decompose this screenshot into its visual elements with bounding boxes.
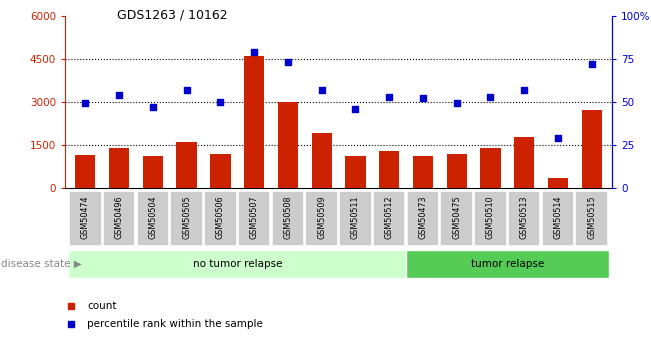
FancyBboxPatch shape: [575, 191, 608, 246]
Bar: [581, 110, 602, 188]
FancyBboxPatch shape: [68, 250, 406, 278]
FancyBboxPatch shape: [406, 250, 609, 278]
FancyBboxPatch shape: [204, 191, 236, 246]
FancyBboxPatch shape: [542, 191, 574, 246]
Text: GSM50509: GSM50509: [317, 195, 326, 239]
Bar: [244, 56, 264, 188]
Point: [249, 49, 259, 55]
Bar: [514, 137, 534, 188]
Bar: [480, 148, 501, 188]
Text: GSM50496: GSM50496: [115, 195, 124, 239]
Text: GSM50473: GSM50473: [419, 195, 428, 239]
Text: no tumor relapse: no tumor relapse: [193, 259, 282, 269]
Point: [114, 92, 124, 98]
Bar: [345, 156, 365, 188]
Text: GDS1263 / 10162: GDS1263 / 10162: [117, 9, 228, 22]
Point: [182, 87, 192, 92]
Point: [148, 104, 158, 110]
Text: GSM50504: GSM50504: [148, 195, 158, 239]
Point: [418, 96, 428, 101]
Text: GSM50506: GSM50506: [216, 195, 225, 239]
Text: GSM50508: GSM50508: [283, 195, 292, 239]
Text: GSM50514: GSM50514: [553, 195, 562, 239]
Point: [283, 59, 293, 65]
Point: [587, 61, 597, 67]
Point: [215, 99, 226, 105]
FancyBboxPatch shape: [441, 191, 473, 246]
Bar: [109, 148, 130, 188]
Text: GSM50512: GSM50512: [385, 195, 394, 239]
Text: percentile rank within the sample: percentile rank within the sample: [87, 319, 263, 329]
Text: count: count: [87, 301, 117, 310]
Point: [384, 94, 395, 99]
Bar: [143, 156, 163, 188]
Text: GSM50505: GSM50505: [182, 195, 191, 239]
FancyBboxPatch shape: [339, 191, 372, 246]
Text: GSM50474: GSM50474: [81, 195, 90, 239]
FancyBboxPatch shape: [508, 191, 540, 246]
FancyBboxPatch shape: [137, 191, 169, 246]
Bar: [210, 154, 230, 188]
Bar: [312, 134, 332, 188]
FancyBboxPatch shape: [238, 191, 270, 246]
Text: GSM50475: GSM50475: [452, 195, 461, 239]
Point: [485, 94, 495, 99]
FancyBboxPatch shape: [474, 191, 506, 246]
Text: disease state ▶: disease state ▶: [1, 259, 82, 269]
Text: GSM50515: GSM50515: [587, 195, 596, 239]
FancyBboxPatch shape: [407, 191, 439, 246]
Bar: [379, 151, 399, 188]
Bar: [547, 178, 568, 188]
Point: [80, 101, 90, 106]
Text: GSM50507: GSM50507: [249, 195, 258, 239]
Text: GSM50511: GSM50511: [351, 195, 360, 239]
FancyBboxPatch shape: [305, 191, 338, 246]
Bar: [413, 156, 433, 188]
FancyBboxPatch shape: [69, 191, 102, 246]
FancyBboxPatch shape: [171, 191, 203, 246]
FancyBboxPatch shape: [271, 191, 304, 246]
Text: tumor relapse: tumor relapse: [471, 259, 544, 269]
Bar: [447, 154, 467, 188]
Point: [451, 101, 462, 106]
Text: GSM50513: GSM50513: [519, 195, 529, 239]
Point: [350, 106, 361, 111]
Point: [553, 135, 563, 141]
Bar: [278, 102, 298, 188]
FancyBboxPatch shape: [103, 191, 135, 246]
Point: [519, 87, 529, 92]
Bar: [76, 155, 96, 188]
Text: GSM50510: GSM50510: [486, 195, 495, 239]
FancyBboxPatch shape: [373, 191, 406, 246]
Bar: [176, 142, 197, 188]
Point: [316, 87, 327, 92]
